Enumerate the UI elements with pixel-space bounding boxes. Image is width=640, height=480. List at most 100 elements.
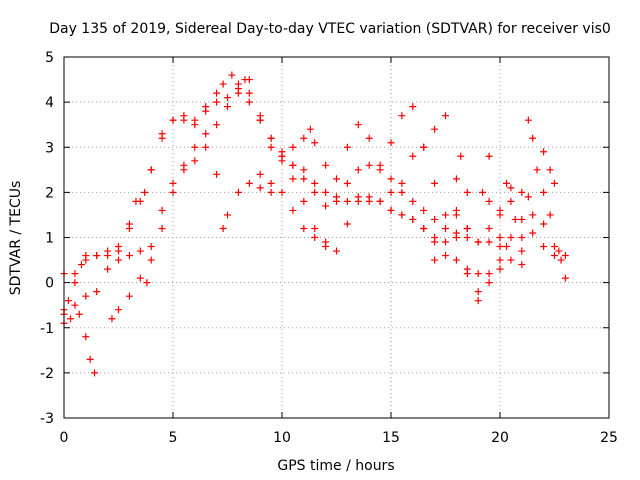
data-point (333, 175, 340, 183)
data-point (278, 148, 286, 156)
data-point (219, 80, 227, 88)
data-point (409, 152, 417, 160)
data-point (376, 161, 384, 169)
data-point (180, 166, 188, 174)
data-point (245, 179, 253, 187)
series-track-3 (60, 71, 439, 318)
data-point (300, 166, 308, 174)
data-point (485, 270, 493, 278)
data-point (503, 179, 511, 187)
data-point (91, 369, 99, 377)
x-tick-label: 20 (491, 430, 509, 446)
data-point (213, 121, 221, 129)
data-point (202, 143, 210, 151)
data-point (431, 238, 439, 246)
data-point (463, 234, 471, 241)
data-point (474, 288, 482, 296)
data-point (104, 265, 112, 273)
data-point (485, 238, 493, 246)
y-tick-labels: -3 -2 -1 0 1 2 3 4 5 (40, 50, 54, 427)
data-point (524, 193, 532, 201)
data-point (104, 247, 112, 255)
data-point (354, 197, 362, 205)
data-point (496, 256, 504, 264)
data-point (442, 211, 449, 219)
data-point (108, 315, 116, 323)
data-point (289, 175, 297, 183)
data-point (354, 166, 362, 174)
chart-title: Day 135 of 2019, Sidereal Day-to-day VTE… (49, 21, 611, 37)
data-point (343, 179, 351, 187)
data-point (180, 116, 188, 124)
data-point (387, 175, 395, 183)
data-point (158, 134, 166, 142)
series-track-7 (387, 143, 569, 296)
data-point (169, 179, 177, 187)
data-point (463, 188, 471, 196)
data-point (343, 220, 351, 228)
data-point (398, 188, 406, 196)
data-point (158, 206, 166, 214)
data-point (64, 297, 72, 305)
data-point (507, 184, 515, 192)
data-point (551, 179, 558, 187)
data-point (561, 274, 569, 282)
data-point (71, 301, 79, 309)
data-point (245, 89, 253, 97)
data-point (507, 256, 515, 264)
data-point (322, 238, 330, 246)
data-point (431, 215, 439, 223)
data-point (202, 130, 210, 138)
data-point (311, 188, 319, 196)
data-point (136, 274, 144, 282)
y-tick-label: -3 (40, 411, 54, 427)
x-tick-label: 5 (169, 430, 178, 446)
data-point (132, 197, 140, 205)
data-point (496, 243, 504, 251)
data-point (452, 234, 460, 241)
data-point (115, 256, 122, 264)
data-point (457, 152, 465, 160)
data-point (518, 247, 526, 255)
data-point (300, 224, 308, 232)
data-point (474, 238, 482, 246)
data-point (431, 179, 439, 187)
data-point (125, 220, 133, 228)
data-point (191, 157, 199, 165)
data-points (60, 71, 569, 377)
data-point (533, 166, 541, 174)
data-point (518, 215, 526, 223)
data-point (158, 224, 166, 232)
y-axis-label: SDTVAR / TECUs (8, 181, 24, 296)
y-tick-label: 4 (45, 95, 54, 111)
data-point (256, 184, 264, 192)
data-point (169, 188, 177, 196)
grid (64, 57, 609, 418)
data-point (311, 234, 319, 241)
x-tick-label: 25 (600, 430, 618, 446)
series-track-5 (108, 143, 330, 323)
data-point (267, 179, 275, 187)
data-point (529, 229, 537, 237)
data-point (555, 247, 563, 255)
data-point (213, 170, 221, 178)
data-point (485, 197, 493, 205)
data-point (431, 256, 439, 264)
data-point (147, 166, 155, 174)
data-point (518, 261, 526, 269)
data-point (77, 261, 85, 269)
data-point (442, 112, 449, 120)
data-point (354, 121, 362, 129)
data-point (540, 220, 548, 228)
x-tick-labels: 0 5 10 15 20 25 (60, 430, 618, 446)
series-track-4 (60, 76, 526, 287)
data-point (343, 197, 351, 205)
data-point (540, 243, 548, 251)
y-tick-label: 5 (45, 50, 54, 66)
data-point (474, 270, 482, 278)
series-track-9 (485, 148, 569, 282)
y-tick-label: -1 (40, 321, 54, 337)
data-point (136, 247, 144, 255)
data-point (561, 252, 569, 260)
data-point (409, 103, 417, 111)
